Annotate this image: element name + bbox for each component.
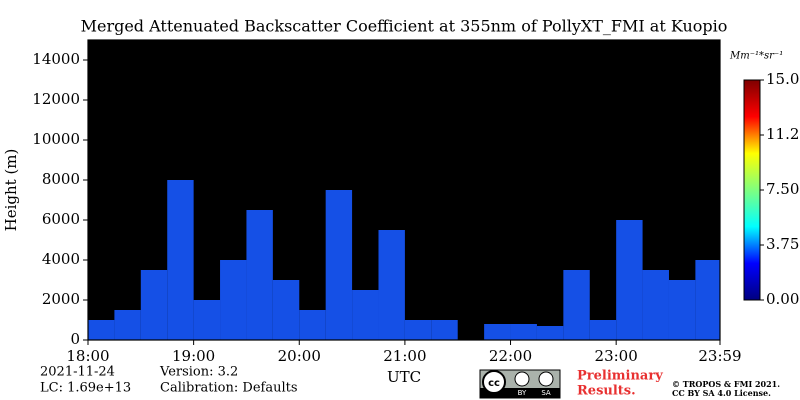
cc-logo: cc BY SA	[479, 369, 561, 399]
signal-column	[616, 220, 643, 340]
y-tick-label: 6000	[42, 210, 80, 228]
logo-by-icon	[514, 371, 530, 387]
signal-column	[272, 280, 300, 340]
colorbar-tick-label: 0.00	[766, 290, 799, 308]
info-version: Version: 3.2	[159, 365, 238, 380]
signal-column	[431, 320, 458, 340]
signal-column	[167, 180, 194, 340]
x-tick-label: 20:00	[278, 347, 321, 365]
signal-column	[484, 324, 511, 340]
y-tick-label: 10000	[32, 130, 80, 148]
logo-by: BY	[518, 389, 527, 397]
signal-column	[246, 210, 273, 340]
y-tick-label: 4000	[42, 250, 80, 268]
signal-column	[642, 270, 669, 340]
signal-column	[536, 326, 564, 340]
signal-column	[114, 310, 141, 340]
license: CC BY SA 4.0 License.	[672, 388, 771, 398]
colorbar-label: Mm⁻¹*sr⁻¹	[729, 51, 783, 62]
plot-marks	[88, 180, 720, 340]
colorbar-tick-label: 15.00	[766, 70, 800, 88]
signal-column	[325, 190, 353, 340]
colorbar-tick-label: 11.25	[766, 125, 800, 143]
y-axis-label: Height (m)	[2, 149, 20, 232]
x-tick-label: 21:00	[383, 347, 426, 365]
signal-column	[140, 270, 168, 340]
x-tick-label: 22:00	[489, 347, 532, 365]
signal-column	[563, 270, 590, 340]
signal-column	[668, 280, 696, 340]
info-lc: LC: 1.69e+13	[40, 381, 131, 396]
logo-sa-icon	[538, 371, 554, 387]
signal-column	[695, 260, 720, 340]
colorbar	[743, 79, 761, 301]
logo-band	[480, 388, 560, 398]
signal-column	[299, 310, 326, 340]
logo-cc: cc	[488, 378, 500, 389]
preliminary-note: Results.	[577, 384, 636, 399]
signal-column	[193, 300, 221, 340]
signal-column	[220, 260, 247, 340]
colorbar-tick-label: 7.50	[766, 180, 799, 198]
x-axis-label: UTC	[387, 368, 421, 386]
signal-column	[589, 320, 617, 340]
x-tick-label: 23:59	[698, 347, 741, 365]
copyright: © TROPOS & FMI 2021.	[672, 379, 780, 389]
info-date: 2021-11-24	[40, 365, 115, 380]
plot-frame	[87, 39, 721, 341]
signal-column	[352, 290, 379, 340]
info-calibration: Calibration: Defaults	[160, 381, 298, 396]
y-tick-label: 2000	[42, 290, 80, 308]
x-tick-label: 18:00	[66, 347, 109, 365]
signal-column	[88, 320, 115, 340]
y-tick-label: 8000	[42, 170, 80, 188]
x-tick-label: 23:00	[595, 347, 638, 365]
signal-column	[510, 324, 537, 340]
colorbar-tick-label: 3.75	[766, 235, 799, 253]
x-tick-label: 19:00	[172, 347, 215, 365]
y-tick-label: 12000	[32, 90, 80, 108]
chart-title: Merged Attenuated Backscatter Coefficien…	[81, 17, 728, 36]
y-tick-label: 14000	[32, 50, 80, 68]
logo-circle	[482, 370, 506, 394]
preliminary-note: Preliminary	[577, 369, 663, 384]
signal-column	[404, 320, 432, 340]
y-tick-label: 0	[70, 330, 80, 348]
logo-sa: SA	[541, 389, 551, 397]
signal-column	[378, 230, 405, 340]
